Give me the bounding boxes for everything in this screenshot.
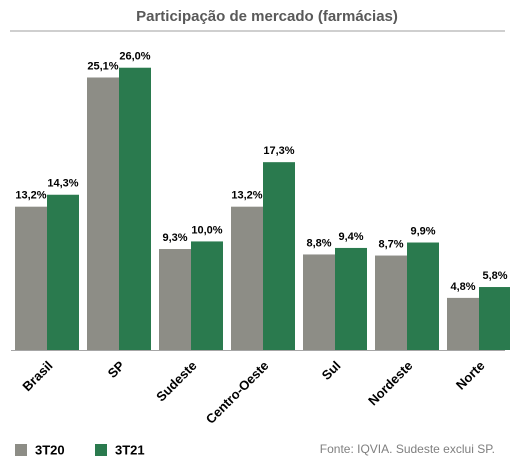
bar: [231, 206, 263, 350]
footnote: Fonte: IQVIA. Sudeste exclui SP.: [320, 442, 495, 456]
legend-label: 3T21: [115, 442, 145, 457]
x-tick-label: Centro-Oeste: [203, 358, 272, 427]
value-label: 14,3%: [47, 178, 78, 190]
value-label: 17,3%: [263, 145, 294, 157]
bar: [119, 67, 151, 350]
x-tick-label: Sudeste: [153, 358, 199, 404]
value-label: 5,8%: [482, 270, 507, 282]
value-label: 10,0%: [191, 224, 222, 236]
bar: [15, 206, 47, 350]
value-label: 9,4%: [338, 231, 363, 243]
value-label: 13,2%: [231, 190, 262, 202]
bar: [263, 162, 295, 350]
legend-swatch: [15, 444, 27, 456]
value-label: 8,7%: [378, 238, 403, 250]
x-tick-label: Brasil: [19, 358, 55, 394]
value-label: 13,2%: [15, 190, 46, 202]
value-label: 9,9%: [410, 225, 435, 237]
bar: [303, 254, 335, 350]
value-label: 25,1%: [87, 60, 118, 72]
legend-label: 3T20: [35, 442, 65, 457]
bar: [335, 247, 367, 350]
value-label: 9,3%: [162, 232, 187, 244]
x-tick-label: SP: [105, 358, 128, 381]
bar: [47, 194, 79, 350]
bar: [447, 297, 479, 350]
x-tick-label: Nordeste: [365, 358, 415, 408]
bar: [191, 241, 223, 350]
value-label: 8,8%: [306, 237, 331, 249]
chart-title: Participação de mercado (farmácias): [136, 8, 398, 25]
bar: [407, 242, 439, 350]
legend-swatch: [95, 444, 107, 456]
x-tick-label: Sul: [319, 358, 344, 383]
bar: [159, 249, 191, 350]
bar: [375, 255, 407, 350]
bar: [479, 287, 510, 350]
value-label: 4,8%: [450, 281, 475, 293]
value-label: 26,0%: [119, 51, 150, 63]
bar: [87, 77, 119, 350]
x-tick-label: Norte: [453, 358, 488, 393]
